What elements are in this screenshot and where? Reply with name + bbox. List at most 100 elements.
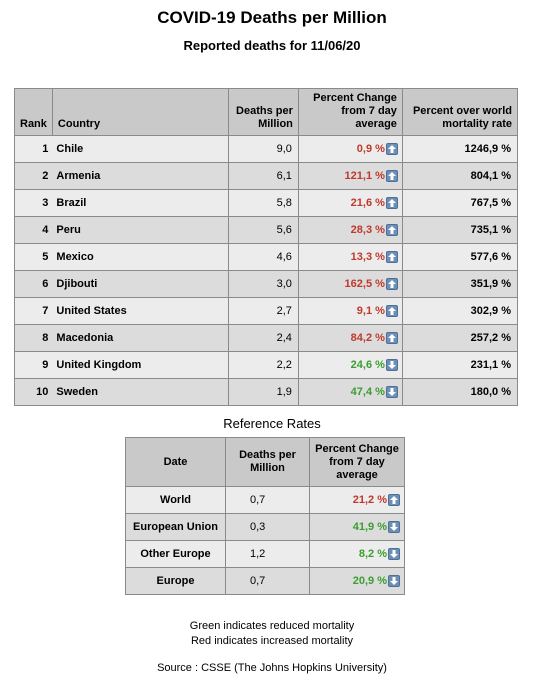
column-header-country: Country — [52, 88, 229, 136]
rank-cell: 3 — [14, 189, 53, 217]
percent-change-value: 121,1 % — [344, 169, 385, 182]
reference-title: Reference Rates — [223, 416, 321, 431]
arrow-up-icon — [385, 332, 398, 345]
table-row: 6 Djibouti 3,0 162,5 % 351,9 % — [14, 270, 519, 298]
arrow-down-icon — [388, 548, 400, 561]
rank-cell: 2 — [14, 162, 53, 190]
arrow-down-icon — [385, 386, 398, 399]
percent-change-cell: 9,1 % — [297, 297, 403, 325]
percent-change-cell: 84,2 % — [297, 324, 403, 352]
rank-cell: 6 — [14, 270, 53, 298]
world-rate-cell: 257,2 % — [401, 324, 519, 352]
percent-change-cell: 21,2 % — [309, 486, 405, 514]
percent-change-cell: 41,9 % — [309, 513, 405, 541]
green-legend-note: Green indicates reduced mortality — [189, 620, 355, 632]
column-header-percent-change: Percent Change from 7 day average — [297, 88, 403, 136]
region-cell: Other Europe — [125, 540, 226, 568]
page-title: COVID-19 Deaths per Million — [157, 8, 387, 27]
column-header-rank: Rank — [14, 88, 53, 136]
deaths-cell: 0,7 — [225, 486, 310, 514]
deaths-cell: 2,7 — [227, 297, 299, 325]
percent-change-cell: 20,9 % — [309, 567, 405, 595]
arrow-down-icon — [385, 359, 398, 372]
deaths-cell: 4,6 — [227, 243, 299, 271]
arrow-down-icon — [388, 575, 400, 588]
arrow-down-icon — [388, 521, 400, 534]
country-cell: Macedonia — [52, 324, 229, 352]
arrow-up-icon — [385, 224, 398, 237]
table-row: 4 Peru 5,6 28,3 % 735,1 % — [14, 216, 519, 244]
world-rate-cell: 302,9 % — [401, 297, 519, 325]
percent-change-cell: 0,9 % — [297, 135, 403, 163]
deaths-cell: 1,9 — [227, 378, 299, 406]
column-header-deaths: Deaths per Million — [225, 437, 310, 487]
table-row: Other Europe 1,2 8,2 % — [125, 540, 405, 568]
country-cell: Sweden — [52, 378, 229, 406]
percent-change-value: 84,2 % — [350, 331, 385, 344]
deaths-cell: 9,0 — [227, 135, 299, 163]
world-rate-cell: 577,6 % — [401, 243, 519, 271]
table-row: 7 United States 2,7 9,1 % 302,9 % — [14, 297, 519, 325]
percent-change-value: 28,3 % — [350, 223, 385, 236]
region-cell: European Union — [125, 513, 226, 541]
country-cell: Peru — [52, 216, 229, 244]
percent-change-value: 13,3 % — [350, 250, 385, 263]
deaths-cell: 1,2 — [225, 540, 310, 568]
arrow-up-icon — [385, 278, 398, 291]
percent-change-value: 8,2 % — [358, 547, 387, 560]
rank-cell: 8 — [14, 324, 53, 352]
percent-change-cell: 47,4 % — [297, 378, 403, 406]
table-row: 10 Sweden 1,9 47,4 % 180,0 % — [14, 378, 519, 406]
percent-change-value: 0,9 % — [356, 142, 385, 155]
world-rate-cell: 735,1 % — [401, 216, 519, 244]
table-header-row: Rank Country Deaths per Million Percent … — [14, 88, 519, 136]
arrow-up-icon — [385, 251, 398, 264]
reference-table: Date Deaths per Million Percent Change f… — [125, 437, 405, 595]
deaths-table: Rank Country Deaths per Million Percent … — [14, 88, 519, 406]
table-row: 8 Macedonia 2,4 84,2 % 257,2 % — [14, 324, 519, 352]
country-cell: Chile — [52, 135, 229, 163]
arrow-up-icon — [385, 305, 398, 318]
country-cell: Djibouti — [52, 270, 229, 298]
table-row: Europe 0,7 20,9 % — [125, 567, 405, 595]
percent-change-value: 162,5 % — [344, 277, 385, 290]
percent-change-cell: 8,2 % — [309, 540, 405, 568]
column-header-deaths: Deaths per Million — [227, 88, 299, 136]
table-row: 9 United Kingdom 2,2 24,6 % 231,1 % — [14, 351, 519, 379]
country-cell: United States — [52, 297, 229, 325]
column-header-percent-change: Percent Change from 7 day average — [309, 437, 405, 487]
world-rate-cell: 351,9 % — [401, 270, 519, 298]
country-cell: United Kingdom — [52, 351, 229, 379]
deaths-cell: 5,8 — [227, 189, 299, 217]
rank-cell: 1 — [14, 135, 53, 163]
deaths-cell: 2,4 — [227, 324, 299, 352]
region-cell: Europe — [125, 567, 226, 595]
table-row: 5 Mexico 4,6 13,3 % 577,6 % — [14, 243, 519, 271]
percent-change-value: 21,6 % — [350, 196, 385, 209]
rank-cell: 9 — [14, 351, 53, 379]
deaths-cell: 0,7 — [225, 567, 310, 595]
world-rate-cell: 804,1 % — [401, 162, 519, 190]
arrow-up-icon — [385, 143, 398, 156]
country-cell: Brazil — [52, 189, 229, 217]
arrow-up-icon — [388, 494, 400, 507]
percent-change-value: 21,2 % — [352, 493, 387, 506]
deaths-cell: 2,2 — [227, 351, 299, 379]
rank-cell: 10 — [14, 378, 53, 406]
percent-change-cell: 28,3 % — [297, 216, 403, 244]
arrow-up-icon — [385, 197, 398, 210]
percent-change-cell: 13,3 % — [297, 243, 403, 271]
table-row: 3 Brazil 5,8 21,6 % 767,5 % — [14, 189, 519, 217]
world-rate-cell: 180,0 % — [401, 378, 519, 406]
deaths-cell: 6,1 — [227, 162, 299, 190]
deaths-cell: 5,6 — [227, 216, 299, 244]
percent-change-value: 9,1 % — [356, 304, 385, 317]
percent-change-cell: 162,5 % — [297, 270, 403, 298]
table-row: 1 Chile 9,0 0,9 % 1246,9 % — [14, 135, 519, 163]
column-header-date: Date — [125, 437, 226, 487]
percent-change-value: 20,9 % — [352, 574, 387, 587]
rank-cell: 5 — [14, 243, 53, 271]
arrow-up-icon — [385, 170, 398, 183]
rank-cell: 4 — [14, 216, 53, 244]
world-rate-cell: 1246,9 % — [401, 135, 519, 163]
